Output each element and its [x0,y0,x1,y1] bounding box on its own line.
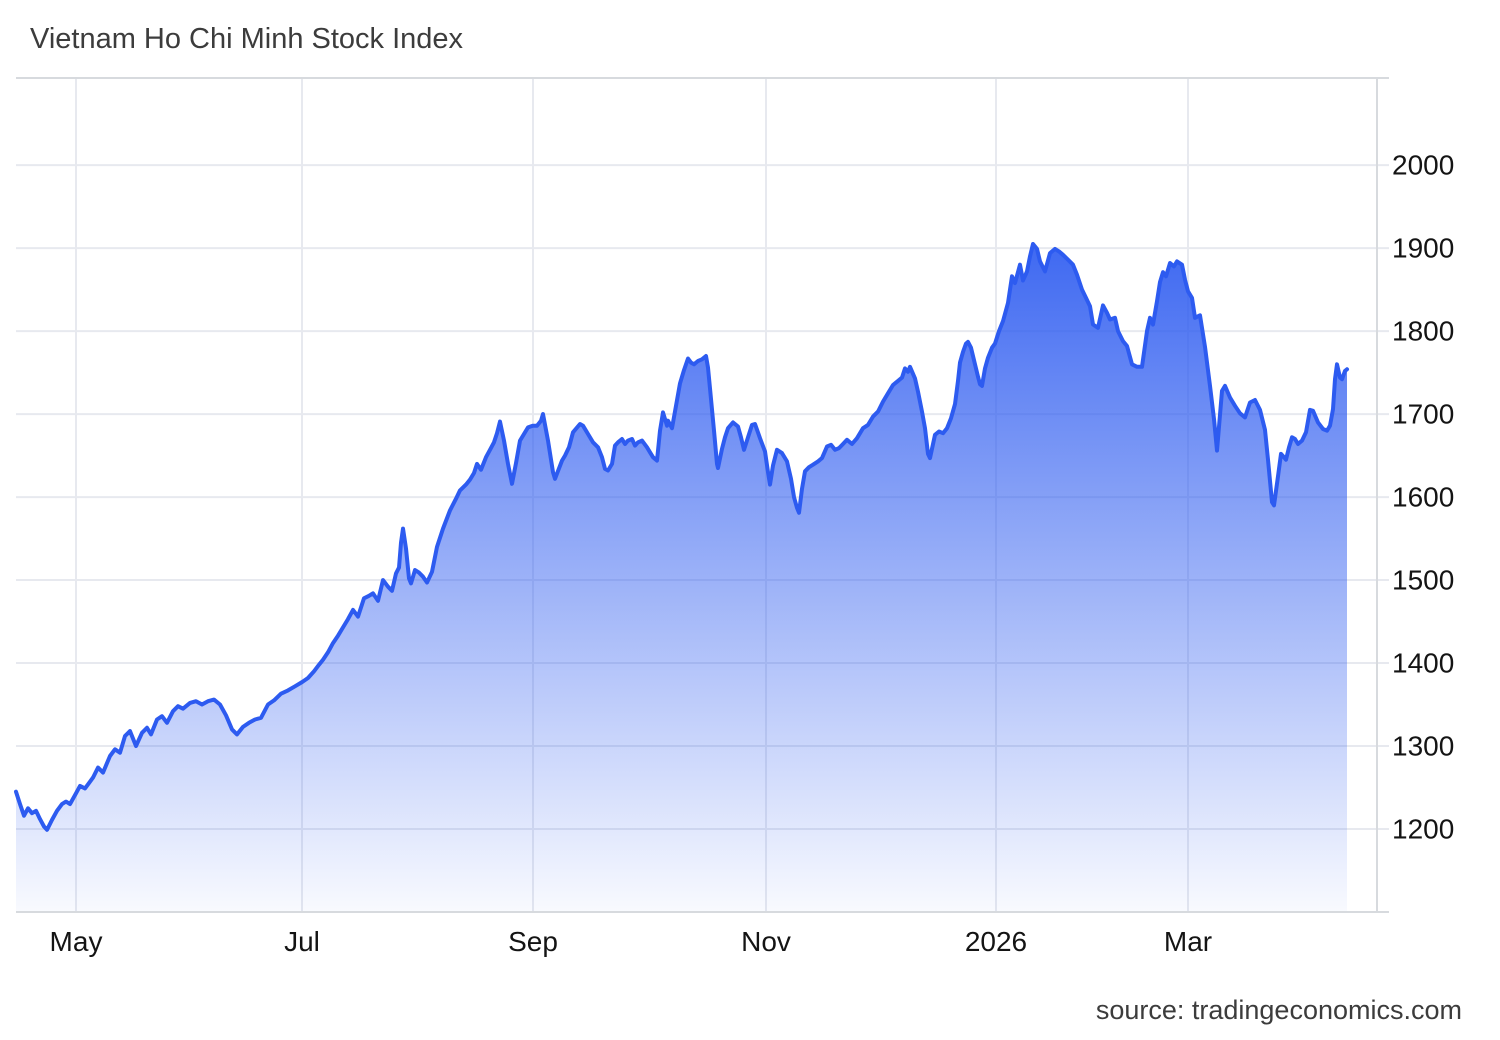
chart-title: Vietnam Ho Chi Minh Stock Index [30,23,464,55]
y-axis-label: 1200 [1392,814,1454,845]
x-axis-label: Jul [284,926,320,957]
y-axis-label: 2000 [1392,150,1454,181]
x-axis-label: May [50,926,103,957]
y-axis-label: 1500 [1392,565,1454,596]
y-axis-label: 1600 [1392,482,1454,513]
x-axis-label: Nov [741,926,791,957]
y-axis-label: 1300 [1392,731,1454,762]
price-line [14,242,1349,832]
x-axis-label: Sep [508,926,558,957]
x-axis-label: Mar [1164,926,1212,957]
y-axis-label: 1800 [1392,316,1454,347]
x-axis-label: 2026 [965,926,1027,957]
area-fill [16,244,1347,912]
y-axis-label: 1900 [1392,233,1454,264]
y-axis-label: 1400 [1392,648,1454,679]
source-attribution: source: tradingeconomics.com [1095,995,1462,1025]
y-axis-label: 1700 [1392,399,1454,430]
